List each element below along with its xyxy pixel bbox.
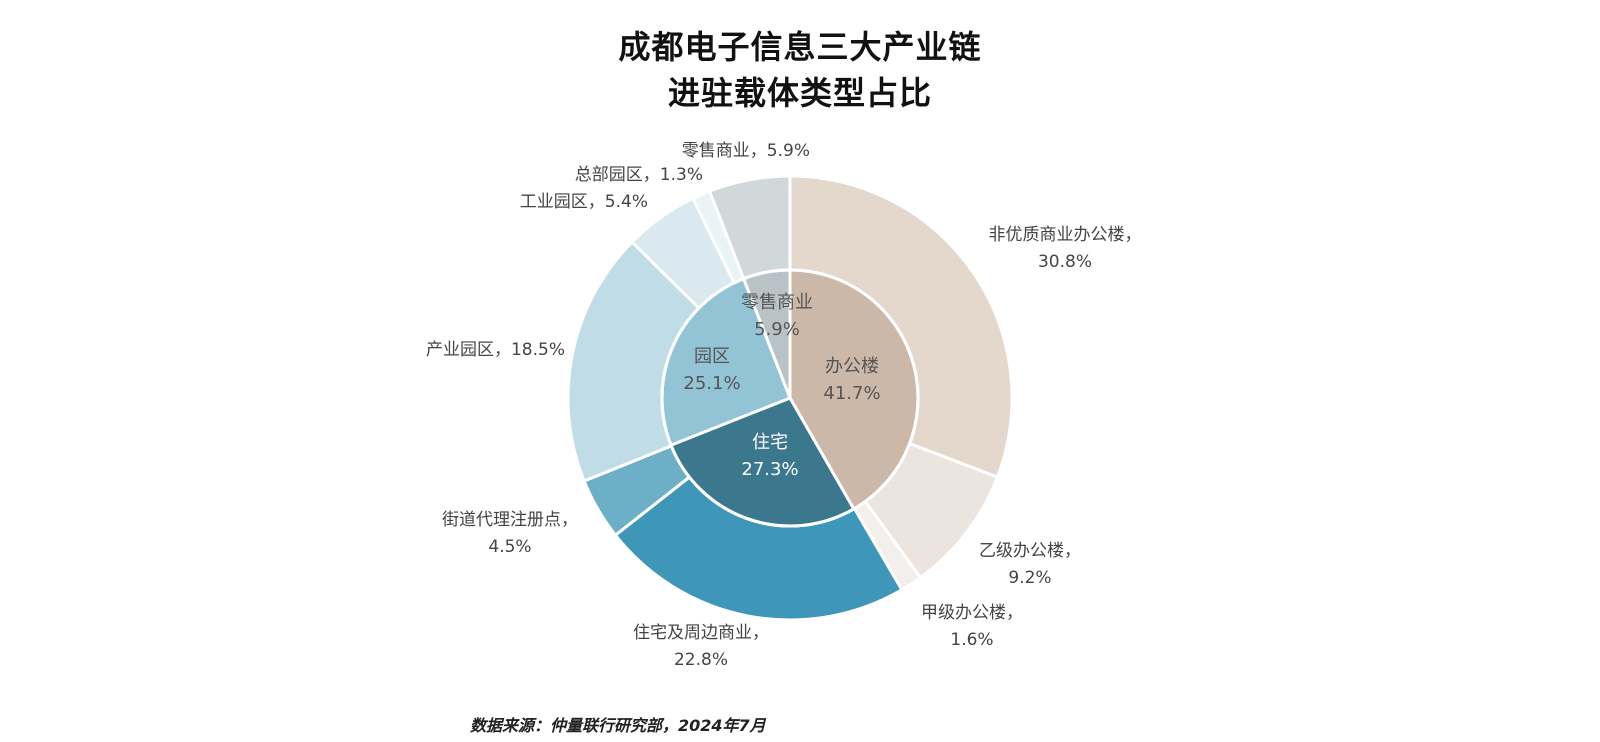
inner-ring-border bbox=[660, 268, 920, 528]
outer-label-4: 街道代理注册点， 4.5% bbox=[442, 510, 578, 557]
inner-label-2: 园区 25.1% bbox=[683, 346, 740, 394]
outer-label-5: 产业园区，18.5% bbox=[426, 340, 565, 360]
chart-title-line1: 成都电子信息三大产业链 bbox=[618, 28, 982, 66]
inner-label-0: 办公楼 41.7% bbox=[823, 356, 880, 404]
inner-label-3: 零售商业 5.9% bbox=[741, 292, 813, 340]
outer-label-8: 零售商业，5.9% bbox=[682, 141, 810, 161]
outer-label-3: 住宅及周边商业， 22.8% bbox=[633, 623, 769, 670]
outer-label-2: 甲级办公楼， 1.6% bbox=[921, 603, 1023, 650]
outer-label-6: 工业园区，5.4% bbox=[520, 192, 648, 212]
data-source-note: 数据来源：仲量联行研究部，2024年7月 bbox=[470, 716, 766, 735]
outer-label-7: 总部园区，1.3% bbox=[575, 165, 703, 185]
outer-label-0: 非优质商业办公楼， 30.8% bbox=[989, 225, 1142, 272]
chart-title-line2: 进驻载体类型占比 bbox=[667, 74, 932, 112]
outer-label-1: 乙级办公楼， 9.2% bbox=[979, 541, 1081, 588]
inner-label-1: 住宅 27.3% bbox=[741, 432, 798, 480]
